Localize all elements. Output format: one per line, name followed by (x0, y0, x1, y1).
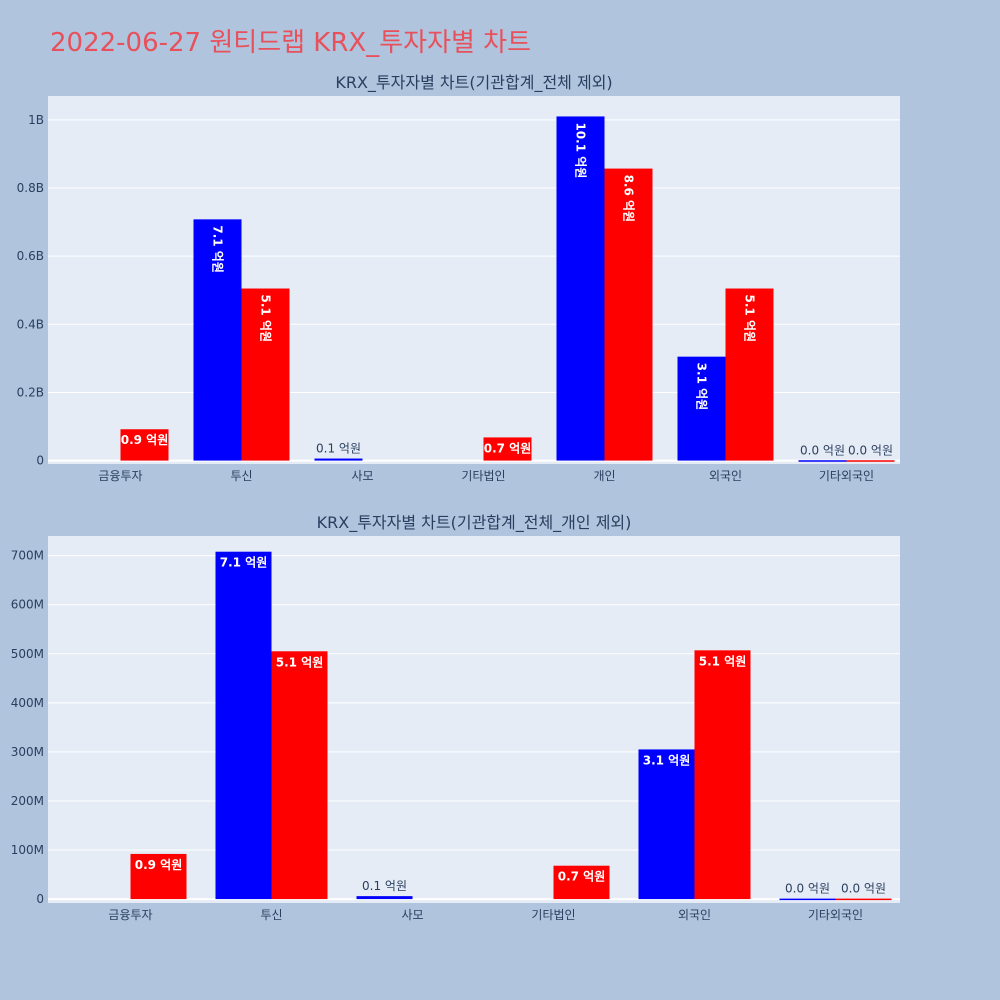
chart-upper: KRX_투자자별 차트(기관합계_전체 제외) 0 0.2B 0.4B 0.6B 0.8B… (17, 73, 900, 483)
data-label: 0.9 억원 (121, 433, 169, 447)
chart-title: KRX_투자자별 차트(기관합계_전체_개인 제외) (317, 513, 632, 533)
y-tick-label: 700M (11, 549, 44, 563)
buy-bar (193, 219, 242, 461)
page-title: 2022-06-27 원티드랩 KRX_투자자별 차트 (50, 28, 532, 58)
x-tick-label: 사모 (401, 908, 423, 922)
sell-bar (846, 460, 895, 462)
buy-bar (314, 458, 363, 461)
y-tick-label: 0.2B (17, 385, 44, 399)
plot-area (48, 536, 900, 903)
data-label: 3.1 억원 (695, 363, 709, 411)
y-tick-label: 500M (11, 647, 44, 661)
chart-lower: KRX_투자자별 차트(기관합계_전체_개인 제외) 0 100M 200M 300M 4… (11, 513, 900, 922)
data-label: 10.1 억원 (574, 122, 588, 178)
y-tick-label: 300M (11, 745, 44, 759)
y-tick-label: 0 (36, 454, 44, 468)
buy-bar (779, 898, 836, 901)
y-tick-label: 200M (11, 794, 44, 808)
buy-bar (215, 551, 272, 900)
x-tick-label: 금융투자 (98, 469, 142, 483)
x-tick-label: 금융투자 (108, 908, 152, 922)
data-label: 7.1 억원 (220, 556, 268, 570)
x-tick-label: 투신 (230, 469, 252, 483)
x-tick-label: 개인 (593, 469, 615, 483)
data-label: 5.1 억원 (699, 654, 747, 668)
data-label: 7.1 억원 (211, 225, 225, 273)
chart-title: KRX_투자자별 차트(기관합계_전체 제외) (335, 73, 612, 93)
x-tick-label: 투신 (260, 908, 282, 922)
data-label: 3.1 억원 (643, 753, 691, 767)
x-tick-label: 외국인 (709, 469, 742, 483)
y-tick-label: 600M (11, 598, 44, 612)
data-label: 0.1 억원 (362, 879, 407, 893)
buy-bar (798, 460, 847, 462)
data-label: 0.0 억원 (800, 443, 845, 457)
x-tick-label: 기타외국인 (819, 469, 874, 483)
sell-bar (130, 853, 187, 900)
data-label: 0.1 억원 (316, 442, 361, 456)
y-tick-label: 1B (28, 113, 44, 127)
sell-bar (725, 288, 774, 461)
data-label: 8.6 억원 (622, 175, 636, 223)
data-label: 0.7 억원 (558, 870, 606, 884)
data-label: 0.0 억원 (841, 882, 886, 896)
buy-bar (356, 896, 413, 900)
buy-bar (556, 116, 605, 461)
data-label: 0.7 억원 (484, 441, 532, 455)
data-label: 5.1 억원 (743, 295, 757, 343)
sell-bar (271, 651, 328, 900)
data-label: 0.0 억원 (785, 882, 830, 896)
x-tick-label: 기타법인 (461, 469, 505, 483)
data-label: 5.1 억원 (259, 295, 273, 343)
x-tick-label: 사모 (351, 469, 373, 483)
y-tick-label: 0.8B (17, 181, 44, 195)
data-label: 0.0 억원 (848, 443, 893, 457)
y-tick-label: 100M (11, 843, 44, 857)
y-tick-label: 0.6B (17, 249, 44, 263)
sell-bar (241, 288, 290, 461)
y-tick-label: 0 (36, 892, 44, 906)
sell-bar (483, 437, 532, 461)
sell-bar (120, 429, 169, 461)
sell-bar (694, 650, 751, 900)
sell-bar (553, 865, 610, 900)
data-label: 5.1 억원 (276, 655, 324, 669)
data-label: 0.9 억원 (135, 858, 183, 872)
x-tick-label: 기타외국인 (808, 908, 863, 922)
sell-bar (604, 168, 653, 461)
buy-bar (677, 356, 726, 461)
x-tick-label: 외국인 (678, 908, 711, 922)
x-tick-label: 기타법인 (531, 908, 575, 922)
sell-bar (835, 898, 892, 901)
y-tick-label: 400M (11, 696, 44, 710)
buy-bar (638, 749, 695, 900)
y-tick-label: 0.4B (17, 317, 44, 331)
